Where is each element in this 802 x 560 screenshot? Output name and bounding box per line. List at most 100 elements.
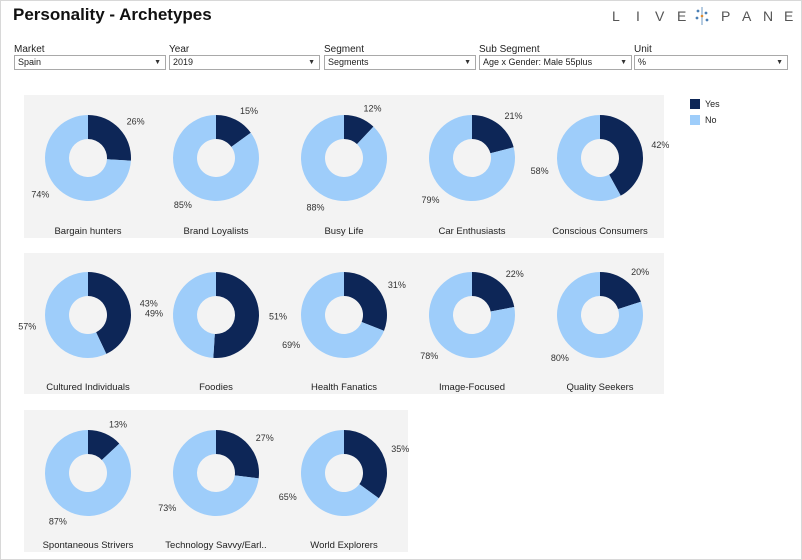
slice-no-image-focused — [429, 272, 515, 358]
data-label-no-spontaneous-strivers: 87% — [49, 517, 67, 527]
chart-title-foodies: Foodies — [199, 382, 233, 393]
chart-title-spontaneous-strivers: Spontaneous Strivers — [43, 540, 134, 551]
donut-car-enthusiasts: 21% 79% Car Enthusiasts — [422, 111, 523, 237]
chevron-down-icon: ▼ — [308, 59, 315, 66]
slice-yes-foodies — [213, 272, 259, 358]
slice-yes-car-enthusiasts — [472, 115, 514, 154]
sub-segment-label: Sub Segment — [479, 44, 540, 55]
slice-no-bargain-hunters — [44, 115, 131, 201]
segment-label: Segment — [324, 44, 365, 55]
slice-yes-spontaneous-strivers — [88, 430, 120, 460]
data-label-yes-conscious-consumers: 42% — [651, 140, 669, 150]
slice-yes-brand-loyalists — [216, 115, 251, 147]
donut-cultured-individuals: 43% 57% Cultured Individuals — [18, 272, 158, 393]
legend: Yes No — [690, 96, 720, 128]
chevron-down-icon: ▼ — [620, 59, 627, 66]
segment-select[interactable]: Segments ▼ — [324, 55, 476, 70]
chart-title-world-explorers: World Explorers — [310, 540, 378, 551]
donut-image-focused: 22% 78% Image-Focused — [420, 269, 524, 393]
sub-segment-value: Age x Gender: Male 55plus — [483, 57, 593, 67]
unit-select[interactable]: % ▼ — [634, 55, 788, 70]
data-label-yes-bargain-hunters: 26% — [127, 117, 145, 127]
unit-value: % — [638, 57, 647, 67]
chart-title-cultured-individuals: Cultured Individuals — [46, 382, 130, 393]
donut-world-explorers: 35% 65% World Explorers — [279, 429, 409, 551]
data-label-yes-foodies: 51% — [269, 312, 287, 322]
slice-no-spontaneous-strivers — [44, 430, 131, 516]
data-label-no-foodies: 49% — [145, 308, 163, 318]
market-select[interactable]: Spain ▼ — [14, 55, 166, 70]
page-title: Personality - Archetypes — [13, 5, 212, 24]
chart-title-image-focused: Image-Focused — [439, 382, 505, 393]
year-label: Year — [169, 44, 190, 55]
chevron-down-icon: ▼ — [154, 59, 161, 66]
donut-foodies: 51% 49% Foodies — [145, 272, 287, 393]
data-label-no-health-fanatics: 69% — [282, 340, 300, 350]
sub-segment-filter: Sub Segment Age x Gender: Male 55plus ▼ — [479, 44, 632, 70]
legend-label-no: No — [705, 115, 717, 125]
donut-conscious-consumers: 42% 58% Conscious Consumers — [531, 115, 669, 237]
slice-no-technology-savvy-earl — [172, 430, 259, 516]
chevron-down-icon: ▼ — [776, 59, 783, 66]
chart-title-brand-loyalists: Brand Loyalists — [184, 226, 249, 237]
chart-title-quality-seekers: Quality Seekers — [566, 382, 633, 393]
unit-filter: Unit % ▼ — [634, 44, 788, 70]
legend-item-no[interactable]: No — [690, 112, 720, 128]
slice-no-busy-life — [300, 115, 387, 201]
chart-title-technology-savvy-earl: Technology Savvy/Earl.. — [165, 540, 266, 551]
svg-text:P: P — [721, 8, 730, 24]
legend-swatch-yes — [690, 99, 700, 109]
slice-yes-busy-life — [344, 115, 374, 145]
slice-no-conscious-consumers — [556, 115, 621, 202]
slice-yes-world-explorers — [344, 429, 388, 499]
donut-health-fanatics: 31% 69% Health Fanatics — [282, 272, 406, 393]
chart-title-car-enthusiasts: Car Enthusiasts — [438, 226, 505, 237]
data-label-yes-spontaneous-strivers: 13% — [109, 419, 127, 429]
donut-technology-savvy-earl: 27% 73% Technology Savvy/Earl.. — [158, 430, 274, 551]
slice-no-health-fanatics — [300, 272, 384, 359]
data-label-no-image-focused: 78% — [420, 351, 438, 361]
slice-yes-conscious-consumers — [600, 115, 643, 196]
data-label-yes-world-explorers: 35% — [391, 444, 409, 454]
donut-bargain-hunters: 26% 74% Bargain hunters — [31, 115, 145, 237]
svg-text:I: I — [636, 8, 640, 24]
segment-value: Segments — [328, 57, 369, 67]
data-label-no-car-enthusiasts: 79% — [422, 195, 440, 205]
data-label-no-busy-life: 88% — [306, 202, 324, 212]
year-select[interactable]: 2019 ▼ — [169, 55, 320, 70]
slice-no-foodies — [172, 272, 216, 358]
year-value: 2019 — [173, 57, 194, 67]
slice-no-cultured-individuals — [45, 272, 107, 358]
chart-title-conscious-consumers: Conscious Consumers — [552, 226, 648, 237]
unit-label: Unit — [634, 44, 652, 55]
slice-yes-technology-savvy-earl — [216, 430, 259, 479]
svg-text:N: N — [763, 8, 773, 24]
market-label: Market — [14, 44, 45, 55]
legend-swatch-no — [690, 115, 700, 125]
slice-yes-quality-seekers — [600, 272, 641, 310]
chart-title-busy-life: Busy Life — [324, 226, 363, 237]
sub-segment-select[interactable]: Age x Gender: Male 55plus ▼ — [479, 55, 632, 70]
svg-text:A: A — [742, 8, 752, 24]
livepanel-logo: L I V E P A N E — [612, 7, 793, 25]
svg-text:E: E — [784, 8, 793, 24]
data-label-no-world-explorers: 65% — [279, 492, 297, 502]
segment-filter: Segment Segments ▼ — [324, 44, 476, 70]
slice-yes-cultured-individuals — [88, 272, 131, 354]
data-label-yes-quality-seekers: 20% — [631, 267, 649, 277]
slice-yes-bargain-hunters — [88, 115, 131, 161]
data-label-yes-health-fanatics: 31% — [388, 280, 406, 290]
data-label-no-brand-loyalists: 85% — [174, 200, 192, 210]
slice-no-car-enthusiasts — [428, 115, 515, 201]
legend-item-yes[interactable]: Yes — [690, 96, 720, 112]
donut-brand-loyalists: 15% 85% Brand Loyalists — [173, 106, 259, 237]
slice-no-quality-seekers — [557, 272, 643, 358]
data-label-no-quality-seekers: 80% — [551, 353, 569, 363]
slice-yes-health-fanatics — [344, 272, 387, 331]
chevron-down-icon: ▼ — [464, 59, 471, 66]
chart-title-health-fanatics: Health Fanatics — [311, 382, 377, 393]
data-label-yes-brand-loyalists: 15% — [240, 106, 258, 116]
data-label-no-bargain-hunters: 74% — [31, 189, 49, 199]
data-label-yes-image-focused: 22% — [506, 269, 524, 279]
